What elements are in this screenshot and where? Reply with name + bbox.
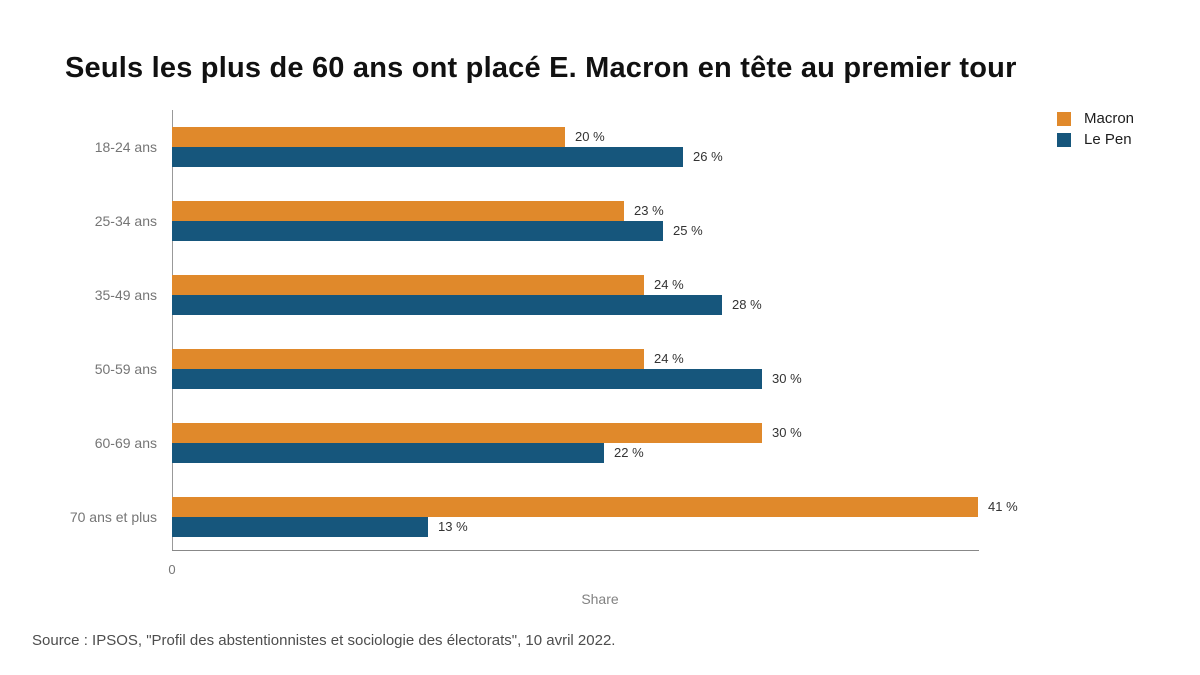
- category-label: 25-34 ans: [94, 213, 157, 229]
- legend-item-le-pen: Le Pen: [1057, 131, 1134, 148]
- x-axis-title: Share: [581, 591, 619, 607]
- chart-title: Seuls les plus de 60 ans ont placé E. Ma…: [65, 52, 1017, 84]
- source-note: Source : IPSOS, "Profil des abstentionni…: [32, 632, 616, 649]
- x-axis-line: [172, 550, 979, 551]
- legend-label: Macron: [1084, 110, 1135, 127]
- bar-value-label: 28 %: [732, 297, 762, 312]
- bar-value-label: 30 %: [772, 371, 802, 386]
- bar-value-label: 23 %: [634, 203, 664, 218]
- bar-value-label: 22 %: [614, 445, 644, 460]
- bar-le-pen: [172, 147, 683, 167]
- bar-macron: [172, 275, 644, 295]
- x-axis-tick-0: 0: [168, 562, 176, 577]
- category-label: 70 ans et plus: [69, 509, 157, 525]
- bar-macron: [172, 201, 624, 221]
- bar-value-label: 20 %: [575, 129, 605, 144]
- bar-le-pen: [172, 369, 762, 389]
- plot-area: 20 % 26 % 23 % 25 % 24 % 28 % 24 % 30 % 30 % 22 %…: [172, 110, 1018, 550]
- bar-macron: [172, 349, 644, 369]
- legend-swatch-icon: [1057, 133, 1071, 147]
- y-axis-line: [172, 110, 173, 551]
- category-label: 35-49 ans: [94, 287, 157, 303]
- category-label: 60-69 ans: [94, 435, 157, 451]
- legend: Macron Le Pen: [1057, 110, 1135, 154]
- bar-macron: [172, 127, 565, 147]
- bar-macron: [172, 423, 762, 443]
- legend-swatch-icon: [1057, 112, 1071, 126]
- bar-value-label: 41 %: [988, 499, 1018, 514]
- bar-le-pen: [172, 443, 604, 463]
- bar-le-pen: [172, 295, 722, 315]
- bar-le-pen: [172, 221, 663, 241]
- category-label: 18-24 ans: [94, 139, 157, 155]
- bar-value-label: 26 %: [693, 149, 723, 164]
- bar-value-label: 13 %: [438, 519, 468, 534]
- bar-value-label: 25 %: [673, 223, 703, 238]
- legend-item-macron: Macron: [1057, 110, 1135, 127]
- legend-label: Le Pen: [1084, 131, 1132, 148]
- bar-value-label: 24 %: [654, 351, 684, 366]
- bar-value-label: 30 %: [772, 425, 802, 440]
- category-axis: 18-24 ans 25-34 ans 35-49 ans 50-59 ans 60-6…: [0, 110, 157, 550]
- bar-macron: [172, 497, 978, 517]
- bar-value-label: 24 %: [654, 277, 684, 292]
- category-label: 50-59 ans: [94, 361, 157, 377]
- bar-le-pen: [172, 517, 428, 537]
